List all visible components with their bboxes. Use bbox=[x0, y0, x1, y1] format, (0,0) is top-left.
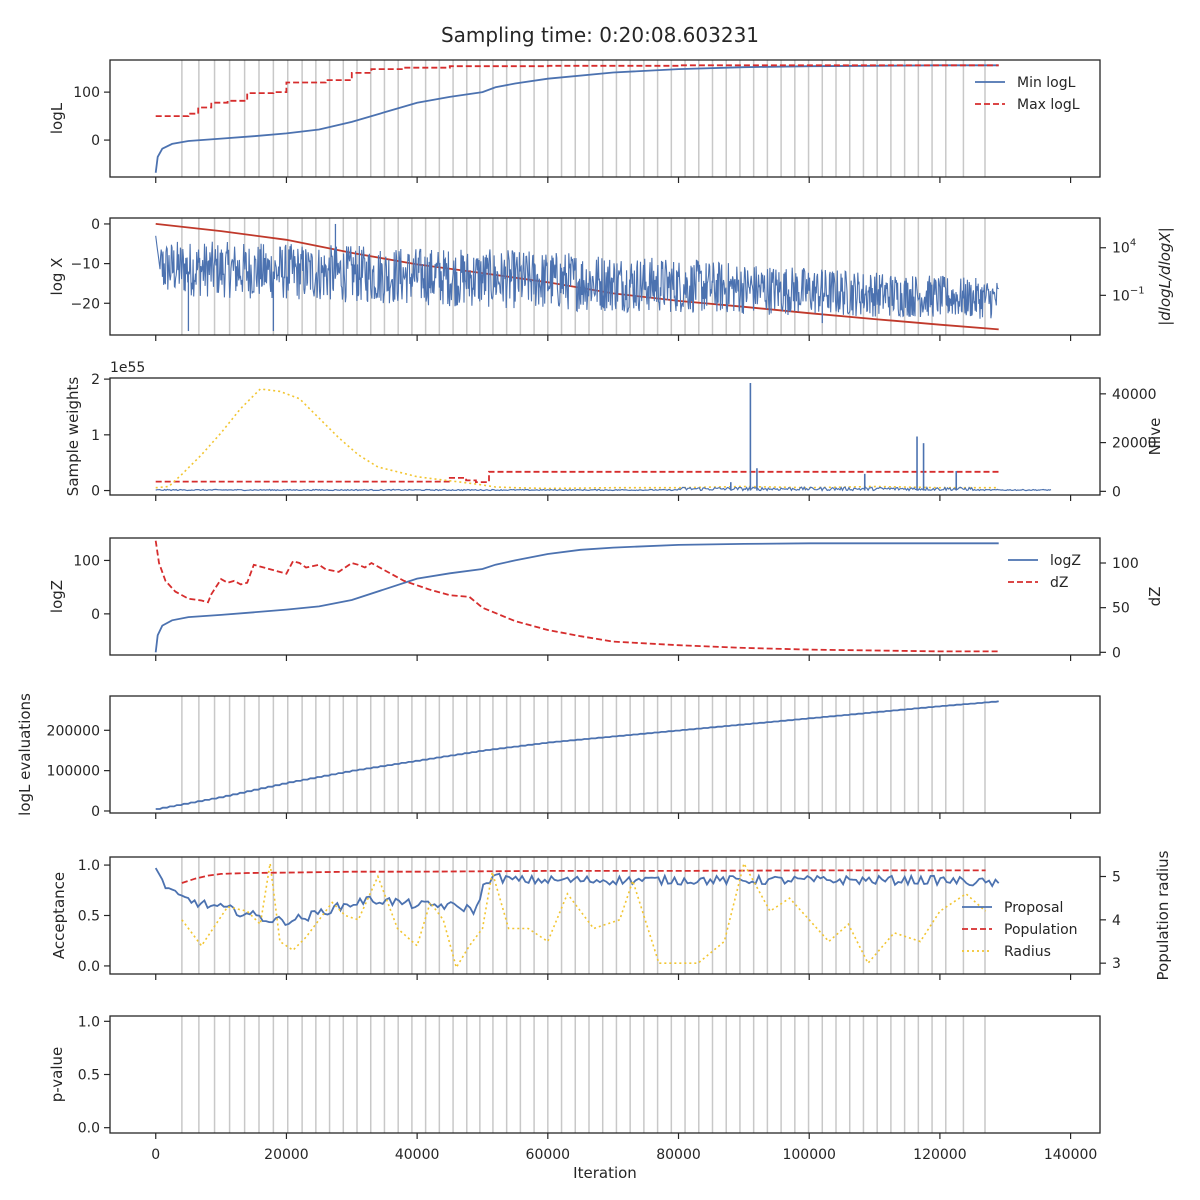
y-tick-label: 1.0 bbox=[78, 858, 100, 874]
y-axis-label: logL bbox=[48, 102, 66, 134]
y-tick-label: −10 bbox=[70, 257, 100, 273]
y-tick-label: 0.0 bbox=[78, 1121, 100, 1137]
y-tick-label: 100000 bbox=[47, 764, 100, 780]
panel-evals: 0 100000 200000 logL evaluations bbox=[16, 693, 1101, 820]
axes-frame bbox=[109, 59, 1101, 178]
panel-logz: 0 100 logZ 0 50 100 dZ logZ dZ bbox=[48, 537, 1164, 661]
legend: Min logL Max logL bbox=[975, 75, 1080, 113]
series-dz bbox=[154, 540, 999, 653]
tick-base: 10 bbox=[1112, 241, 1130, 257]
data-layer bbox=[155, 223, 999, 332]
data-layer bbox=[154, 540, 999, 653]
tick-exponent: 4 bbox=[1130, 238, 1136, 249]
x-tick-label: 140000 bbox=[1044, 1147, 1097, 1163]
series-max-logl bbox=[155, 64, 999, 117]
x-tick-label: 40000 bbox=[395, 1147, 440, 1163]
x-tick-label: 20000 bbox=[264, 1147, 309, 1163]
axes-frame bbox=[109, 377, 1101, 496]
y-tick-label: 0 bbox=[91, 804, 100, 820]
series-population bbox=[181, 869, 986, 884]
y-tick-label: 0.0 bbox=[78, 959, 100, 975]
y-axis-label: logZ bbox=[48, 580, 66, 613]
legend-label: Radius bbox=[1004, 944, 1051, 960]
right-tick-label: 40000 bbox=[1112, 387, 1157, 403]
right-tick-label: 100 bbox=[1112, 556, 1139, 572]
series-proposal bbox=[154, 867, 1000, 927]
y-tick-label: 2 bbox=[91, 372, 100, 388]
right-axis-label: |dlogL/dlogX| bbox=[1156, 227, 1174, 326]
right-tick-label: 10−1 bbox=[1112, 285, 1145, 304]
figure-title: Sampling time: 0:20:08.603231 bbox=[441, 23, 759, 47]
y-tick-label: −20 bbox=[70, 296, 100, 312]
panel-logl: 0 100 logL Min logL Max logL bbox=[48, 59, 1101, 183]
y-tick-label: 0.5 bbox=[78, 1068, 100, 1084]
right-axis-label: dZ bbox=[1146, 587, 1164, 607]
y-tick-label: 100 bbox=[73, 553, 100, 569]
y-tick-label: 1.0 bbox=[78, 1014, 100, 1030]
y-offset-label: 1e55 bbox=[110, 360, 145, 376]
y-axis-label: logL evaluations bbox=[16, 693, 34, 816]
y-tick-label: 1 bbox=[91, 428, 100, 444]
axes-frame bbox=[109, 695, 1101, 814]
x-tick-label: 60000 bbox=[526, 1147, 571, 1163]
series-sample-weights bbox=[155, 486, 1052, 492]
right-tick-label: 5 bbox=[1112, 870, 1121, 886]
panel-weights: 0 1 2 Sample weights 1e55 0 20000 40000 Nlive bbox=[64, 360, 1164, 501]
x-tick-label: 80000 bbox=[656, 1147, 701, 1163]
legend: Proposal Population Radius bbox=[962, 900, 1078, 960]
legend-label: Proposal bbox=[1004, 900, 1063, 916]
y-axis-label: Acceptance bbox=[50, 872, 68, 959]
tick-base: 10 bbox=[1112, 288, 1130, 304]
right-tick-label: 20000 bbox=[1112, 436, 1157, 452]
y-axis-label: log X bbox=[48, 258, 66, 296]
panel-pvalue: 0 20000 40000 60000 80000 100000 120000 140000 0… bbox=[48, 1014, 1101, 1163]
series-radius bbox=[181, 861, 987, 970]
x-tick-label: 120000 bbox=[913, 1147, 966, 1163]
y-tick-label: 0.5 bbox=[78, 909, 100, 925]
legend-label: dZ bbox=[1050, 575, 1068, 591]
legend: logZ dZ bbox=[1008, 553, 1081, 591]
series-population bbox=[155, 388, 999, 490]
tick-exponent: −1 bbox=[1130, 285, 1145, 296]
right-tick-label: 3 bbox=[1112, 956, 1121, 972]
legend-label: Max logL bbox=[1017, 97, 1080, 113]
data-layer bbox=[155, 383, 1052, 492]
axes-frame bbox=[109, 537, 1101, 656]
right-tick-label: 0 bbox=[1112, 645, 1121, 661]
right-tick-label: 50 bbox=[1112, 601, 1130, 617]
data-layer bbox=[155, 700, 999, 810]
series-min-logl bbox=[154, 64, 999, 173]
series--dlogl-dlogx- bbox=[155, 235, 999, 319]
y-tick-label: 0 bbox=[91, 133, 100, 149]
axes-frame bbox=[109, 217, 1101, 336]
x-tick-label: 0 bbox=[151, 1147, 160, 1163]
legend-label: logZ bbox=[1050, 553, 1081, 569]
data-layer bbox=[154, 64, 999, 173]
series-nlive bbox=[155, 470, 999, 483]
legend-label: Min logL bbox=[1017, 75, 1076, 91]
right-tick-label: 104 bbox=[1112, 238, 1136, 257]
right-axis-label: Population radius bbox=[1154, 850, 1172, 980]
y-tick-label: 200000 bbox=[47, 723, 100, 739]
legend-label: Population bbox=[1004, 922, 1078, 938]
series-logz bbox=[154, 542, 999, 653]
y-axis-label: Sample weights bbox=[64, 377, 82, 497]
y-axis-label: p-value bbox=[48, 1047, 66, 1103]
right-axis-label: Nlive bbox=[1146, 418, 1164, 456]
y-tick-label: 0 bbox=[91, 217, 100, 233]
y-tick-label: 0 bbox=[91, 484, 100, 500]
x-axis-label: Iteration bbox=[573, 1164, 637, 1182]
right-tick-label: 0 bbox=[1112, 484, 1121, 500]
x-tick-label: 100000 bbox=[782, 1147, 835, 1163]
series-logl-evaluations bbox=[155, 700, 999, 810]
panel-acceptance: 0.0 0.5 1.0 Acceptance 3 4 5 Population radius P… bbox=[50, 850, 1172, 980]
y-tick-label: 0 bbox=[91, 607, 100, 623]
y-tick-label: 100 bbox=[73, 85, 100, 101]
right-tick-label: 4 bbox=[1112, 913, 1121, 929]
data-layer bbox=[154, 861, 1000, 970]
